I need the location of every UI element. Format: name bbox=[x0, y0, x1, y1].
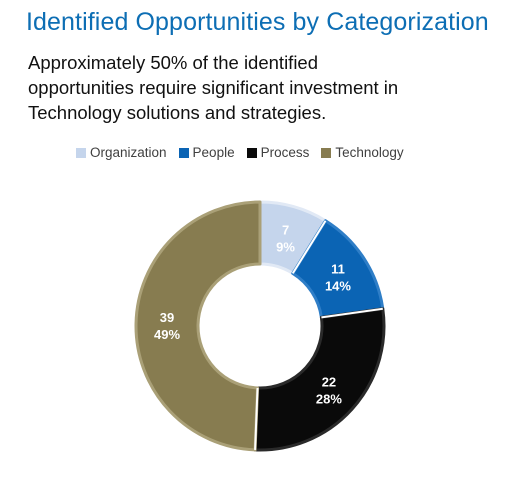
slice-separator-technology bbox=[254, 387, 259, 450]
percent-label-people: 14% bbox=[325, 278, 351, 293]
legend-item-people: People bbox=[178, 145, 235, 160]
legend-item-process: Process bbox=[246, 145, 310, 160]
subtitle-line-3: Technology solutions and strategies. bbox=[28, 102, 327, 123]
subtitle-line-1: Approximately 50% of the identified bbox=[28, 52, 319, 73]
chart-title: Identified Opportunities by Categorizati… bbox=[26, 8, 489, 36]
legend-label-organization: Organization bbox=[90, 145, 167, 160]
legend-label-process: Process bbox=[260, 145, 310, 160]
legend-swatch-organization bbox=[76, 147, 86, 158]
value-label-organization: 7 bbox=[282, 223, 289, 238]
slice-separator-people bbox=[291, 220, 327, 274]
legend-item-organization: Organization bbox=[76, 145, 167, 160]
value-label-technology: 39 bbox=[160, 310, 174, 325]
legend-swatch-process bbox=[246, 147, 257, 158]
legend-swatch-people bbox=[178, 147, 189, 158]
legend-label-technology: Technology bbox=[335, 145, 404, 160]
legend-swatch-technology bbox=[321, 147, 332, 158]
value-label-process: 22 bbox=[322, 374, 336, 389]
slice-technology bbox=[134, 200, 262, 452]
percent-label-organization: 9% bbox=[276, 240, 295, 255]
percent-label-technology: 49% bbox=[154, 327, 180, 342]
value-label-people: 11 bbox=[331, 261, 345, 276]
legend-label-people: People bbox=[192, 145, 235, 160]
slice-process bbox=[253, 307, 386, 452]
legend-item-technology: Technology bbox=[321, 145, 404, 160]
chart-subtitle: Approximately 50% of the identified oppo… bbox=[28, 50, 498, 125]
chart-legend: Organization People Process Technology bbox=[76, 145, 416, 160]
percent-label-process: 28% bbox=[316, 391, 342, 406]
slice-separator-process bbox=[321, 307, 383, 319]
subtitle-line-2: opportunities require significant invest… bbox=[28, 77, 399, 98]
